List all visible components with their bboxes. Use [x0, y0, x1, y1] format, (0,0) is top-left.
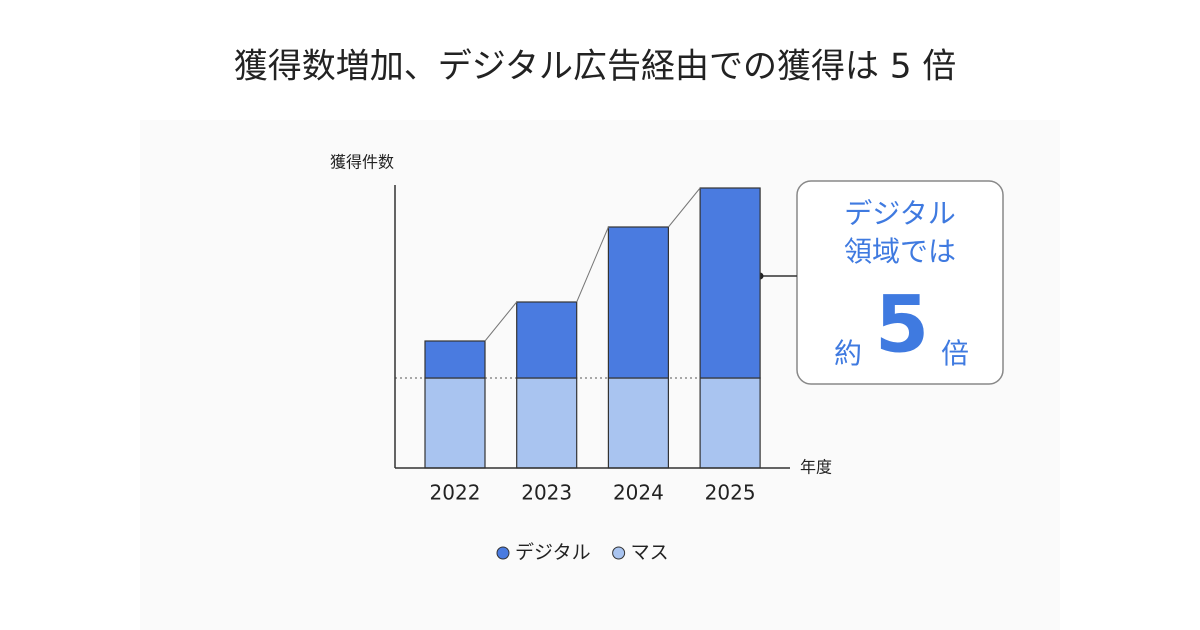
bar: [699, 187, 761, 379]
x-tick-label: 2024: [613, 481, 664, 505]
x-tick-label: 2025: [705, 481, 756, 505]
callout-number: 5: [875, 280, 929, 370]
bar: [424, 377, 486, 469]
x-axis-label: 年度: [800, 458, 832, 477]
y-axis-label: 獲得件数: [330, 153, 394, 172]
callout-text: 約: [834, 337, 862, 370]
legend-marker: [496, 546, 510, 560]
legend-label: デジタル: [515, 542, 591, 564]
bar: [424, 340, 486, 379]
callout-text: 領域では: [844, 235, 956, 268]
x-tick-label: 2022: [430, 481, 481, 505]
legend-marker: [612, 546, 626, 560]
bar: [699, 377, 761, 469]
connector-line: [484, 301, 518, 342]
bar: [607, 226, 670, 379]
bar: [516, 301, 578, 379]
connector-line: [576, 226, 609, 303]
chart-title: 獲得数増加、デジタル広告経由での獲得は 5 倍: [234, 47, 957, 87]
callout-text: デジタル: [844, 197, 955, 230]
connector-line: [668, 187, 701, 228]
callout-box: [796, 180, 1004, 385]
legend-label: マス: [631, 542, 669, 564]
bar: [607, 377, 670, 469]
callout-text: 倍: [941, 337, 969, 370]
bar: [516, 377, 578, 469]
x-tick-label: 2023: [521, 481, 572, 505]
